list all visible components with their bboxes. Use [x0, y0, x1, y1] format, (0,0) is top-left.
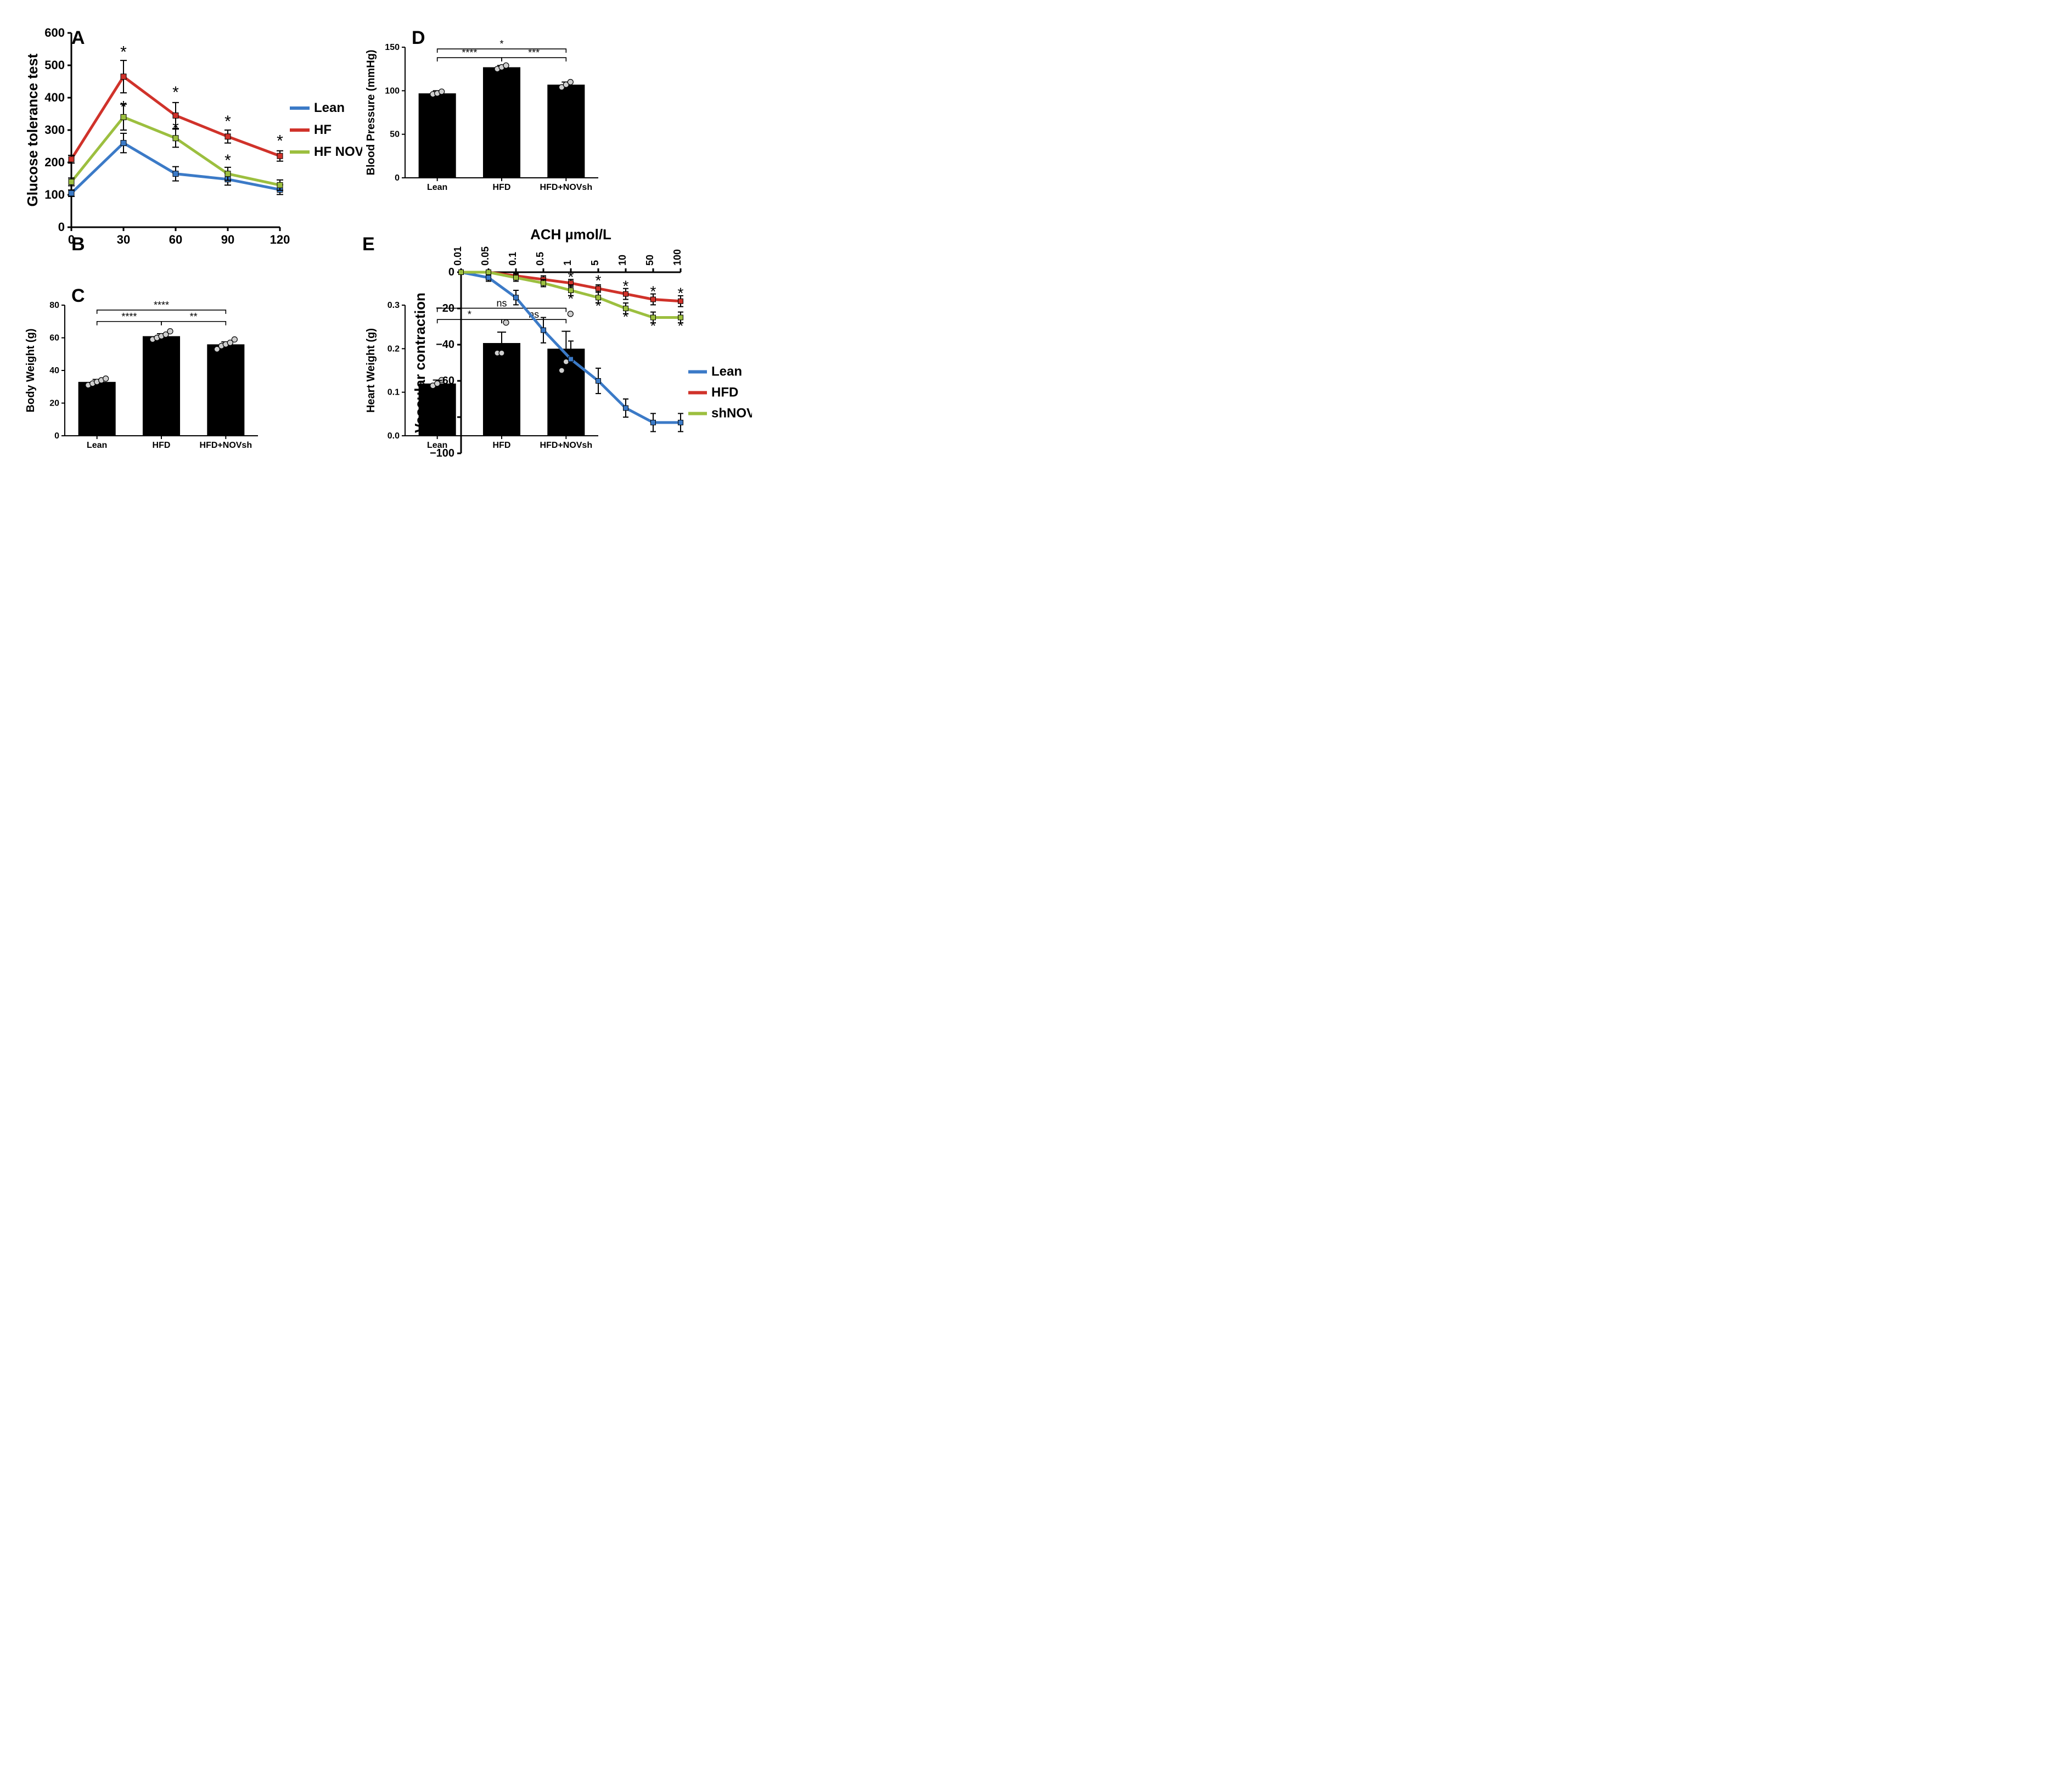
svg-text:*: * [623, 277, 629, 294]
panel-d-chart: 01002003004005006000306090120Glucose tol… [22, 22, 55, 258]
svg-text:Lean: Lean [87, 441, 107, 450]
svg-text:*: * [568, 268, 574, 285]
svg-text:500: 500 [44, 58, 65, 72]
panel-label-e: E [362, 228, 395, 258]
svg-text:60: 60 [49, 334, 59, 343]
svg-text:ACH µmol/L: ACH µmol/L [530, 228, 611, 243]
svg-text:*: * [623, 308, 629, 325]
svg-text:*: * [277, 132, 283, 150]
svg-text:*: * [120, 98, 127, 116]
panel-c-chart: 0.00.10.20.3Heart Weight (g)LeanHFDHFD+N… [362, 280, 395, 464]
svg-text:10: 10 [617, 254, 628, 265]
svg-text:100: 100 [385, 86, 400, 95]
svg-text:*: * [172, 83, 179, 102]
svg-text:50: 50 [644, 254, 655, 265]
svg-text:−40: −40 [436, 339, 454, 351]
svg-text:Lean: Lean [427, 183, 447, 192]
svg-text:−80: −80 [436, 411, 454, 423]
svg-text:100: 100 [672, 249, 683, 265]
svg-text:200: 200 [44, 155, 65, 169]
svg-text:90: 90 [221, 233, 234, 246]
svg-text:1: 1 [562, 260, 573, 265]
svg-text:50: 50 [390, 130, 400, 139]
svg-text:****: **** [121, 311, 137, 322]
svg-text:Vascular contraction: Vascular contraction [412, 293, 428, 433]
svg-text:−100: −100 [430, 447, 454, 459]
svg-text:20: 20 [49, 399, 59, 408]
svg-text:*: * [650, 317, 656, 334]
svg-text:HFD: HFD [493, 183, 511, 192]
svg-text:0.3: 0.3 [388, 301, 400, 310]
svg-text:*: * [650, 283, 656, 300]
svg-text:30: 30 [117, 233, 130, 246]
svg-text:−60: −60 [436, 375, 454, 387]
svg-text:600: 600 [44, 26, 65, 40]
svg-text:HFD: HFD [711, 385, 738, 400]
svg-text:****: **** [154, 300, 169, 311]
panel-e-chart: −100 −80 −60 −40 −20 00.01 0.05 0.1 0.5 1 5 10 50 100… [412, 228, 752, 464]
svg-text:Lean: Lean [711, 364, 742, 379]
svg-text:Lean: Lean [314, 100, 345, 115]
svg-text:0: 0 [54, 431, 59, 441]
svg-text:0: 0 [68, 233, 75, 246]
svg-text:400: 400 [44, 91, 65, 104]
svg-text:Heart Weight (g): Heart Weight (g) [365, 328, 377, 413]
svg-text:HFD+NOVsh: HFD+NOVsh [200, 441, 252, 450]
svg-text:0.01: 0.01 [452, 246, 463, 265]
svg-text:*: * [568, 290, 574, 307]
svg-text:0.2: 0.2 [388, 344, 400, 353]
svg-text:Body Weight (g): Body Weight (g) [25, 329, 37, 413]
svg-text:HF NOV sh: HF NOV sh [314, 144, 362, 159]
svg-text:0: 0 [395, 173, 400, 183]
svg-text:HFD+NOVsh: HFD+NOVsh [540, 183, 593, 192]
svg-text:40: 40 [49, 366, 59, 375]
svg-text:HF: HF [314, 122, 332, 137]
svg-text:shNOV: shNOV [711, 406, 752, 420]
svg-text:**: ** [190, 311, 198, 322]
svg-text:120: 120 [270, 233, 290, 246]
svg-text:*: * [678, 317, 684, 334]
svg-text:Blood Pressure (mmHg): Blood Pressure (mmHg) [365, 50, 377, 176]
svg-text:*: * [499, 38, 503, 49]
svg-text:Glucose tolerance test: Glucose tolerance test [24, 53, 41, 206]
svg-text:0.0: 0.0 [388, 431, 400, 441]
svg-text:0.05: 0.05 [480, 246, 491, 265]
svg-text:5: 5 [589, 260, 600, 265]
svg-text:80: 80 [49, 301, 59, 310]
svg-text:150: 150 [385, 43, 400, 52]
svg-text:60: 60 [169, 233, 182, 246]
svg-text:*: * [224, 113, 231, 131]
svg-text:−20: −20 [436, 302, 454, 314]
svg-text:*: * [224, 151, 231, 170]
svg-text:100: 100 [44, 188, 65, 201]
svg-text:HFD: HFD [153, 441, 171, 450]
svg-text:300: 300 [44, 123, 65, 137]
panel-b-chart: 020406080Body Weight (g)LeanHFDHFD+NOVsh… [22, 280, 55, 464]
svg-text:*: * [678, 284, 684, 301]
svg-text:*: * [172, 119, 179, 137]
svg-text:0.5: 0.5 [535, 251, 546, 265]
svg-text:0.1: 0.1 [507, 251, 518, 265]
svg-text:0: 0 [58, 220, 65, 234]
svg-text:*: * [120, 43, 127, 61]
svg-text:0.1: 0.1 [388, 388, 400, 397]
svg-text:*: * [596, 297, 602, 314]
figure-grid: A 050100150Blood Pressure (mmHg)LeanHFDH… [22, 22, 735, 464]
svg-text:*: * [596, 272, 602, 289]
svg-text:0: 0 [448, 266, 454, 278]
panel-a-chart: 050100150Blood Pressure (mmHg)LeanHFDHFD… [362, 22, 395, 206]
